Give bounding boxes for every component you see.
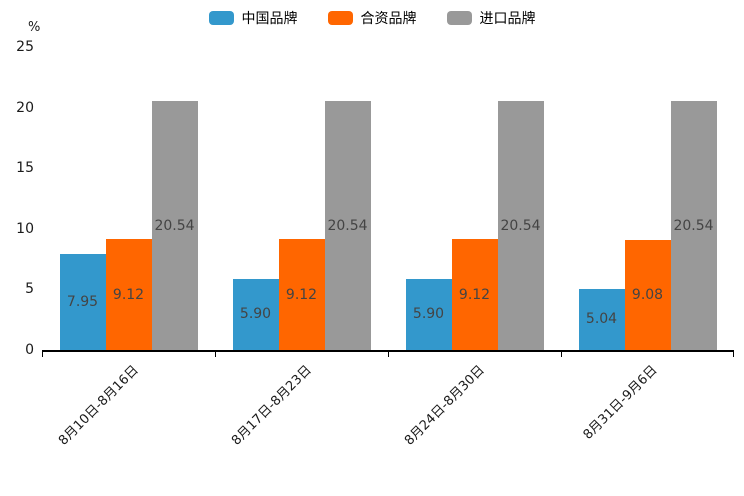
bar-value-label: 5.90 [412,306,445,323]
y-axis-tick-label: 15 [16,160,34,177]
bar-value-label: 20.54 [327,217,368,234]
x-axis-tick [388,352,389,357]
bar: 9.12 [105,239,152,350]
x-axis-tick [733,352,734,357]
bars-container: 7.95 9.12 20.54 5.90 9.12 20.54 5.90 9.12 20.54 5… [42,47,734,350]
legend-label: 进口品牌 [479,11,536,27]
bar-value-label: 7.95 [66,293,99,310]
legend-swatch-joint-venture-brand [327,11,353,25]
bar: 20.54 [670,101,717,350]
bar-group: 5.90 9.12 20.54 [215,47,388,350]
bar-group: 5.90 9.12 20.54 [388,47,561,350]
legend-item-china-brand[interactable]: 中国品牌 [208,8,298,28]
x-axis-tick [561,352,562,357]
y-axis-tick-label: 5 [25,281,34,298]
y-axis-tick-label: 10 [16,220,34,237]
y-axis-tick-label: 20 [16,99,34,116]
bar-value-label: 9.12 [458,286,491,303]
bar: 9.08 [624,239,671,350]
bar: 20.54 [151,101,198,350]
bar: 7.95 [59,253,106,350]
legend-swatch-import-brand [446,11,472,25]
legend-swatch-china-brand [208,11,234,25]
bar-value-label: 20.54 [154,217,195,234]
bar-value-label: 20.54 [500,217,541,234]
bar: 5.90 [232,278,279,350]
bar-value-label: 9.12 [285,286,318,303]
bar-value-label: 5.04 [585,311,618,328]
bar-group: 5.04 9.08 20.54 [561,47,734,350]
bar-value-label: 9.08 [631,286,664,303]
x-axis-category-label: 8月24日-8月30日 [402,362,488,449]
bar-value-label: 20.54 [673,217,714,234]
legend-item-import-brand[interactable]: 进口品牌 [446,8,536,28]
x-axis-tick [42,352,43,357]
x-axis-category-label: 8月17日-8月23日 [229,362,315,449]
bar-value-label: 5.90 [239,306,272,323]
legend: 中国品牌 合资品牌 进口品牌 [0,8,744,28]
bar: 5.90 [405,278,452,350]
y-axis-unit-label: % [28,20,41,35]
legend-label: 合资品牌 [360,11,417,27]
bar: 20.54 [324,101,371,350]
bar: 9.12 [278,239,325,350]
bar: 9.12 [451,239,498,350]
bar-group: 7.95 9.12 20.54 [42,47,215,350]
bar: 5.04 [578,288,625,350]
x-axis-category-label: 8月10日-8月16日 [56,362,142,449]
bar: 20.54 [497,101,544,350]
x-axis-tick [215,352,216,357]
y-axis-tick-label: 25 [16,39,34,55]
bar-value-label: 9.12 [112,286,145,303]
y-axis-tick-label: 0 [25,342,34,358]
legend-label: 中国品牌 [241,11,298,27]
legend-item-joint-venture-brand[interactable]: 合资品牌 [327,8,417,28]
x-axis-category-label: 8月31日-9月6日 [580,362,661,443]
plot-area: 7.95 9.12 20.54 5.90 9.12 20.54 5.90 9.12 20.54 5… [42,47,734,449]
